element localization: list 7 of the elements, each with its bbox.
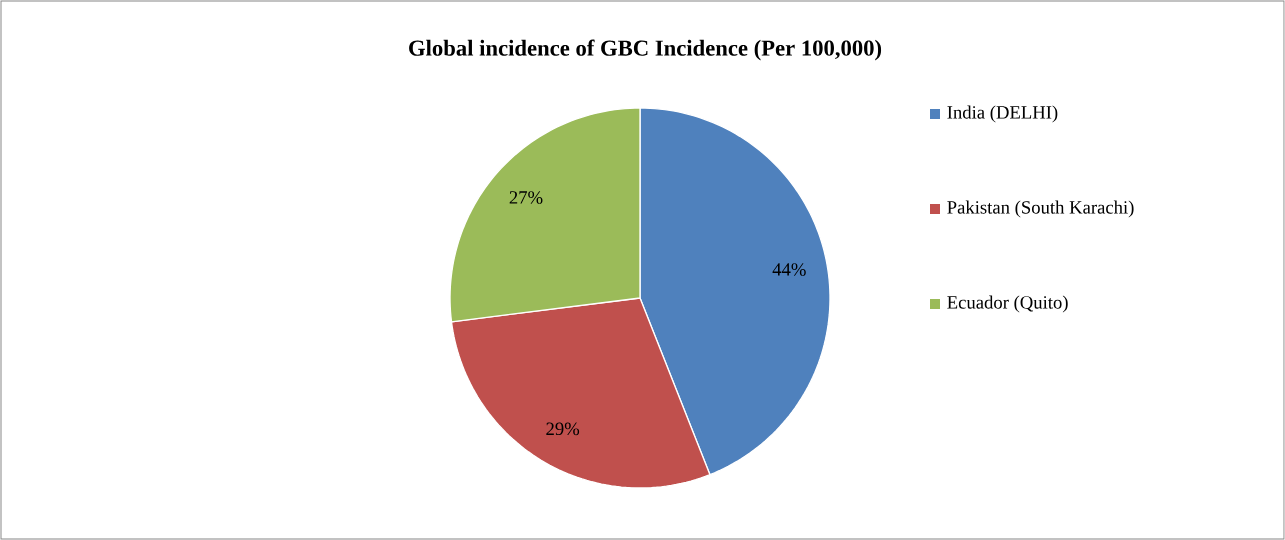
legend-label: Ecuador (Quito)	[947, 295, 1068, 313]
data-label: 27%	[509, 191, 543, 204]
data-label: 44%	[772, 263, 806, 276]
chart-title: Global incidence of GBC Incidence (Per 100,000)	[409, 39, 882, 61]
data-label: 29%	[546, 422, 580, 436]
legend-label: Pakistan (South Karachi)	[947, 200, 1134, 218]
legend-label: India (DELHI)	[947, 105, 1058, 123]
